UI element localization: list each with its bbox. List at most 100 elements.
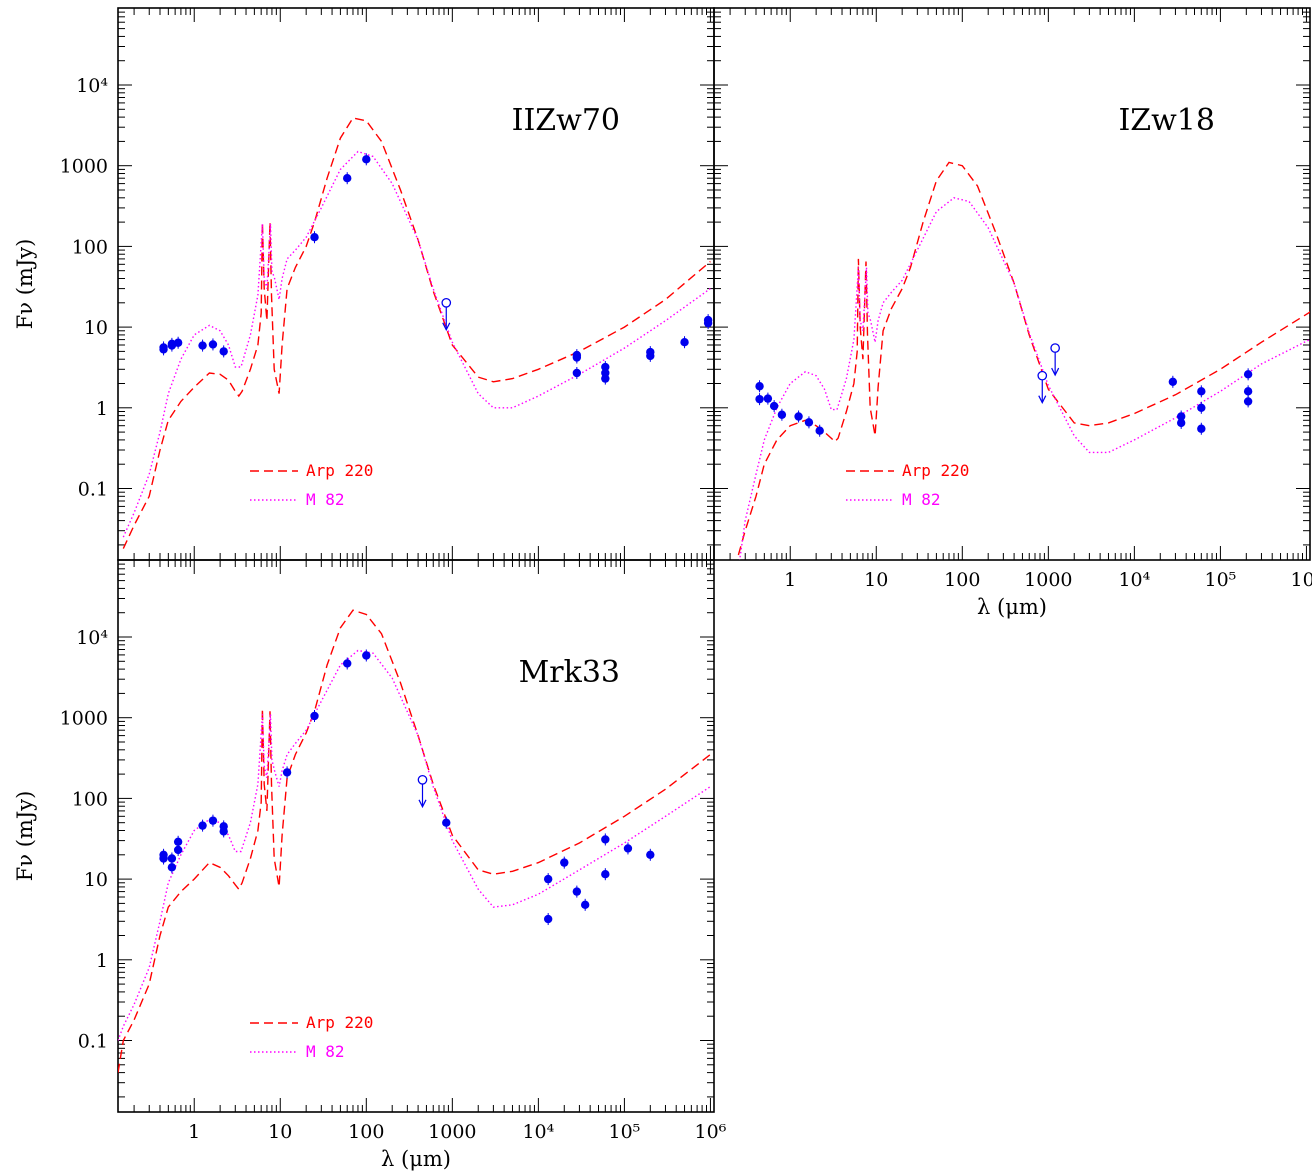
data-point <box>219 827 228 836</box>
data-point <box>1168 377 1178 386</box>
data-point <box>343 659 352 668</box>
data-point <box>208 816 218 825</box>
legend-arp220-label: Arp 220 <box>902 461 969 480</box>
data-point <box>362 155 371 164</box>
y-tick-label: 1000 <box>60 156 108 178</box>
upper-limit-point <box>417 774 428 785</box>
data-point <box>198 821 207 830</box>
m82-model-curve <box>122 150 711 538</box>
y-axis-label: Fν (mJy) <box>13 239 37 330</box>
y-tick-label: 10⁴ <box>76 75 108 97</box>
panel-iizw70: 0.1 1 10 100 1000 10⁴ Fν (mJy) IIZw70 Arp 220 M 8… <box>13 7 715 561</box>
m82-model-curve <box>738 197 1310 560</box>
y-tick-label: 1000 <box>60 708 108 730</box>
data-point <box>362 651 371 660</box>
data-point <box>1243 370 1253 379</box>
data-point <box>310 233 319 242</box>
x-tick-label: 10⁶ <box>695 1121 727 1143</box>
data-point <box>1197 387 1206 396</box>
data-point <box>703 318 713 328</box>
data-point <box>572 368 582 378</box>
data-point <box>1197 424 1206 433</box>
data-point <box>646 351 655 361</box>
data-point <box>173 338 183 347</box>
data-point <box>560 858 569 867</box>
upper-limit-arrowhead <box>1038 395 1047 405</box>
y-axis-label: Fν (mJy) <box>13 791 37 882</box>
upper-limit-point <box>441 297 452 308</box>
x-tick-label: 10⁶ <box>1291 569 1312 591</box>
legend-m82-label: M 82 <box>902 490 941 509</box>
data-point <box>755 382 764 391</box>
x-tick-label: 100 <box>348 1121 384 1143</box>
data-point <box>173 837 183 846</box>
data-point <box>543 914 553 924</box>
data-point <box>167 863 177 872</box>
data-point <box>646 850 655 860</box>
upper-limit-point <box>1037 370 1048 381</box>
y-tick-label: 1 <box>96 950 108 972</box>
plot-frame <box>117 559 715 1113</box>
y-tick-label: 1 <box>96 398 108 420</box>
x-tick-label: 10 <box>864 569 888 591</box>
data-point <box>777 410 787 419</box>
data-point <box>310 711 319 721</box>
legend-m82-label: M 82 <box>306 1042 345 1061</box>
x-axis-label: λ (μm) <box>977 595 1047 619</box>
upper-limit-arrowhead <box>442 322 451 332</box>
x-tick-label: 1000 <box>1024 569 1072 591</box>
data-point <box>1197 403 1206 412</box>
plot-frame <box>117 7 715 561</box>
arp220-model-curve <box>737 161 1310 556</box>
legend-arp220-label: Arp 220 <box>306 461 373 480</box>
data-point <box>804 418 814 427</box>
x-tick-label: 100 <box>944 569 980 591</box>
data-point <box>198 341 207 350</box>
legend-m82-label: M 82 <box>306 490 345 509</box>
x-tick-label: 10⁴ <box>522 1121 554 1143</box>
data-point <box>173 845 183 855</box>
panel-mrk33: 1 10 100 1000 10⁴ 10⁵ 10⁶ 0.1 1 10 100 1000 10⁴ λ (μm… <box>13 559 727 1171</box>
x-tick-label: 1 <box>188 1121 200 1143</box>
legend-arp220-label: Arp 220 <box>306 1013 373 1032</box>
data-point <box>572 887 582 896</box>
data-point <box>282 768 292 777</box>
x-tick-label: 1000 <box>428 1121 476 1143</box>
y-tick-label: 10 <box>84 317 108 339</box>
x-tick-label: 1 <box>784 569 796 591</box>
data-point <box>1243 387 1253 396</box>
data-point <box>343 174 352 183</box>
upper-limit-arrowhead <box>1051 367 1060 377</box>
data-point <box>219 347 228 356</box>
arp220-model-curve <box>122 117 711 549</box>
data-point <box>815 426 824 435</box>
x-axis-label: λ (μm) <box>381 1147 451 1171</box>
data-point <box>159 343 168 352</box>
y-tick-label: 100 <box>72 236 108 258</box>
data-point <box>623 844 633 853</box>
data-point <box>572 353 582 362</box>
data-point <box>167 339 177 349</box>
panel-title: Mrk33 <box>519 655 620 690</box>
data-point <box>442 818 451 827</box>
x-tick-label: 10⁵ <box>1205 569 1237 591</box>
x-tick-label: 10⁴ <box>1118 569 1150 591</box>
data-point <box>208 340 218 349</box>
data-point <box>159 854 168 863</box>
m82-model-curve <box>118 649 711 1041</box>
data-point <box>601 835 610 844</box>
y-tick-label: 10 <box>84 869 108 891</box>
panel-title: IIZw70 <box>512 103 620 138</box>
arp220-model-curve <box>118 609 711 1073</box>
data-point <box>543 874 553 884</box>
data-point <box>601 870 610 879</box>
data-point <box>755 394 764 404</box>
y-tick-label: 0.1 <box>78 478 108 500</box>
panel-title: IZw18 <box>1118 103 1215 138</box>
y-tick-label: 10⁴ <box>76 627 108 649</box>
x-tick-label: 10 <box>268 1121 292 1143</box>
data-point <box>1176 412 1186 421</box>
data-point <box>680 337 689 347</box>
x-tick-label: 10⁵ <box>609 1121 641 1143</box>
